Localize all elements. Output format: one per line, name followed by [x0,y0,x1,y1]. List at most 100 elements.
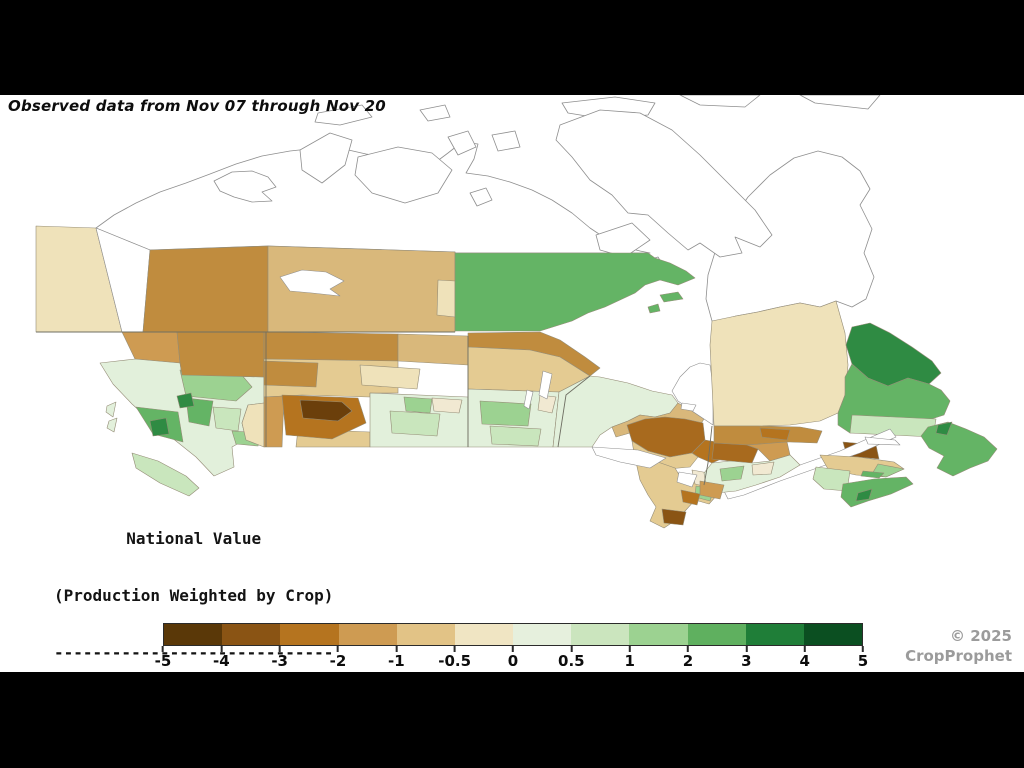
tick-label: 0 [507,652,519,670]
map-canvas: Observed data from Nov 07 through Nov 20 [0,95,1024,672]
prince-edward-island [860,470,885,479]
tick-mark [220,646,223,652]
tick-mark [687,646,689,652]
region-quebec [699,300,951,500]
tick-mark [570,646,573,652]
region-northwest-territories [142,245,456,333]
copyright-watermark: © 2025 CropProphet [905,626,1012,666]
colorbar-segment [513,624,572,645]
bathurst-island [419,104,451,122]
colorbar-tick: -3 [271,646,288,670]
colorbar-segment [164,624,223,645]
colorbar-tick: -2 [329,646,347,670]
tick-label: -3 [271,652,288,670]
tick-label: 3 [741,652,752,670]
region-saskatchewan [263,331,469,448]
letterbox-top [0,0,1024,95]
colorbar-segments [163,623,863,646]
tick-mark [745,646,748,652]
colorbar-tick: -5 [154,646,172,670]
new-brunswick [812,466,851,492]
region-nunavut-hudson-green [454,252,696,332]
arctic-islands [299,95,881,351]
colorbar-tick: 2 [683,646,693,670]
tick-label: -1 [387,652,405,670]
axel-heiberg-island [799,95,881,110]
legend-subtitle: (Production Weighted by Crop) [54,586,334,605]
tick-mark [862,646,864,652]
great-slave-lake [279,269,345,297]
georgian-bay [676,471,698,488]
colorbar-tick: 0.5 [558,646,585,670]
tick-mark [803,646,806,652]
baffin-island [555,109,773,258]
copyright-year: © 2025 [950,627,1012,645]
tick-label: -0.5 [438,652,472,670]
somerset-island [491,130,521,152]
legend-title: National Value [126,529,262,548]
colorbar-segment [338,624,397,645]
lake-superior [591,446,667,469]
vancouver-island [131,452,200,497]
akimiski-island [680,402,697,412]
newfoundland [920,421,998,477]
prince-of-wales-island [447,130,477,156]
nova-scotia [840,476,914,508]
tick-mark [278,646,281,652]
colorbar-tick: -0.5 [438,646,471,670]
tick-label: -5 [154,652,172,670]
colorbar-segment [745,624,804,645]
colorbar-tick: 3 [741,646,752,670]
colorbar-tick: -4 [213,646,230,670]
colorbar-segment [280,624,339,645]
king-william-island [469,187,493,207]
tick-label: 4 [799,652,810,670]
province-borders [36,331,713,486]
legend-divider: ----------------------------- [54,643,334,662]
colorbar-tick: 0 [508,646,518,670]
banks-island [299,132,353,184]
ontario-south-tip [661,508,687,526]
region-ontario [552,362,727,529]
lake-manitoba [523,389,534,410]
tick-label: 1 [624,652,635,670]
colorbar-segment [454,624,514,645]
copyright-brand: CropProphet [905,647,1012,665]
southampton-island [595,222,651,258]
crop-district-regions [35,225,998,529]
region-yukon [35,225,151,333]
tick-mark [161,646,164,652]
region-manitoba [467,331,601,448]
tick-mark [453,646,456,652]
great-bear-lake [213,170,277,203]
colorbar-segment [687,624,746,645]
tick-label: 0.5 [558,652,585,670]
tick-mark [336,646,339,652]
tick-mark [628,646,631,652]
tick-mark [512,646,514,652]
colorbar-ticks: -5 -4 -3 -2 -1 -0.5 0 0.5 1 2 3 4 5 [155,646,868,672]
colorbar-segment [629,624,688,645]
colorbar-segment [803,624,863,645]
lake-winnipeg [538,370,553,400]
region-british-columbia [99,331,265,497]
colorbar-segment [222,624,281,645]
letterbox-bottom [0,672,1024,768]
national-value-legend: National Value (Production Weighted by C… [54,491,333,672]
tick-label: 5 [857,652,869,670]
mainland-north-outline [95,141,875,322]
tick-label: -2 [329,652,347,670]
page-title: Observed data from Nov 07 through Nov 20 [8,97,386,115]
colorbar-segment [396,624,455,645]
region-atlantic [812,421,998,508]
driest-district-blob [299,399,353,422]
colorbar: -5 -4 -3 -2 -1 -0.5 0 0.5 1 2 3 4 5 [155,623,868,672]
tick-label: -4 [212,652,230,670]
tick-mark [395,646,398,652]
colorbar-tick: 4 [799,646,810,670]
colorbar-tick: 1 [624,646,635,670]
haida-gwaii [105,401,117,418]
haida-gwaii-south [106,417,118,433]
ellesmere-island [679,95,761,108]
